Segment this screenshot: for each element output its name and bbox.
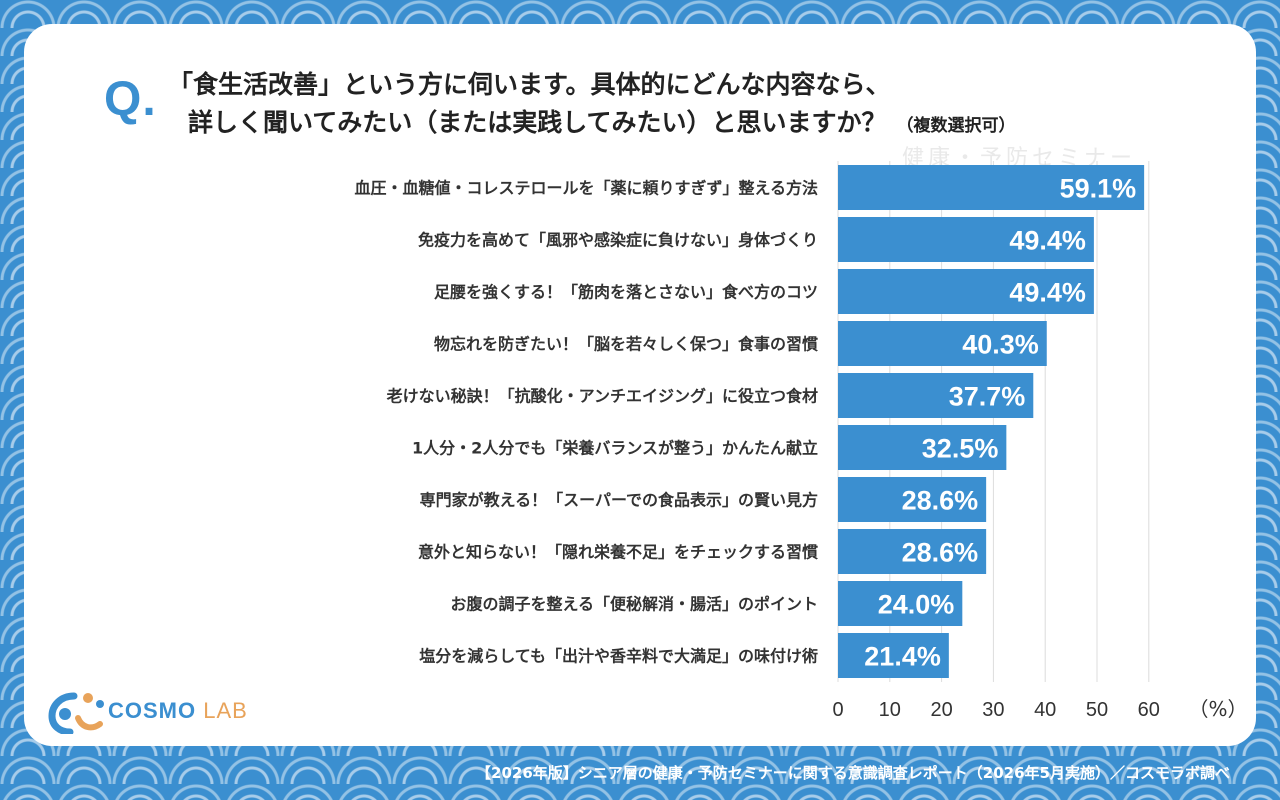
- category-label: 老けない秘訣！「抗酸化・アンチエイジング」に役立つ食材: [386, 387, 818, 406]
- title-note: （複数選択可）: [896, 116, 1016, 136]
- x-tick-label: 20: [930, 699, 952, 721]
- bar: [838, 529, 987, 574]
- category-label: 1人分・2人分でも「栄養バランスが整う」かんたん献立: [412, 439, 818, 458]
- bar: [838, 633, 949, 678]
- x-tick-label: 30: [982, 699, 1004, 721]
- bar: [838, 217, 1094, 262]
- x-tick-label: 10: [879, 699, 901, 721]
- logo-brand: COSMO: [108, 698, 197, 723]
- x-tick-label: 50: [1086, 699, 1108, 721]
- bar: [838, 321, 1047, 366]
- logo-suffix: LAB: [203, 698, 248, 723]
- category-label: 免疫力を高めて「風邪や感染症に負けない」身体づくり: [418, 231, 818, 250]
- page-title: 「食生活改善」という方に伺います。具体的にどんな内容なら、 詳しく聞いてみたい（…: [168, 66, 1178, 145]
- bar: [838, 477, 987, 522]
- category-label: 塩分を減らしても「出汁や香辛料で大満足」の味付け術: [419, 647, 818, 666]
- bar-value-label: 28.6%: [902, 486, 979, 516]
- cosmo-lab-logo-icon: [48, 692, 104, 734]
- category-label: 物忘れを防ぎたい！「脳を若々しく保つ」食事の習慣: [434, 335, 818, 354]
- bar-value-label: 21.4%: [864, 642, 941, 672]
- footer-source: 【2026年版】シニア層の健康・予防セミナーに関する意識調査レポート（2026年…: [476, 764, 1230, 782]
- bar: [838, 373, 1034, 418]
- bar-value-label: 49.4%: [1009, 278, 1086, 308]
- category-label: 専門家が教える！「スーパーでの食品表示」の賢い見方: [420, 491, 818, 510]
- title-line-2: 詳しく聞いてみたい（または実践してみたい）と思いますか？: [188, 108, 887, 137]
- category-label: 足腰を強くする！「筋肉を落とさない」食べ方のコツ: [434, 283, 818, 302]
- category-label: お腹の調子を整える「便秘解消・腸活」のポイント: [450, 595, 818, 614]
- title-line-1: 「食生活改善」という方に伺います。具体的にどんな内容なら、: [168, 70, 891, 99]
- bar: [838, 165, 1145, 210]
- bar-value-label: 24.0%: [878, 590, 955, 620]
- category-label: 血圧・血糖値・コレステロールを「薬に頼りすぎず」整える方法: [354, 179, 818, 198]
- logo-wordmark: COSMO LAB: [108, 698, 248, 724]
- x-tick-label: 60: [1138, 699, 1160, 721]
- bar-value-label: 49.4%: [1009, 226, 1086, 256]
- x-tick-label: 40: [1034, 699, 1056, 721]
- bar: [838, 269, 1094, 314]
- bar: [838, 581, 963, 626]
- question-mark: Q.: [104, 73, 157, 126]
- category-label: 意外と知らない！「隠れ栄養不足」をチェックする習慣: [418, 543, 818, 562]
- bar-value-label: 32.5%: [922, 434, 999, 464]
- title-line-2-wrap: 詳しく聞いてみたい（または実践してみたい）と思いますか？ （複数選択可）: [168, 104, 1178, 145]
- x-tick-label: 0: [832, 699, 843, 721]
- x-unit-label: （%）: [1188, 697, 1247, 721]
- bar-value-label: 28.6%: [902, 538, 979, 568]
- content-card: [24, 24, 1256, 746]
- bar: [838, 425, 1007, 470]
- bar-value-label: 59.1%: [1060, 174, 1137, 204]
- bar-value-label: 37.7%: [949, 382, 1026, 412]
- bar-value-label: 40.3%: [962, 330, 1039, 360]
